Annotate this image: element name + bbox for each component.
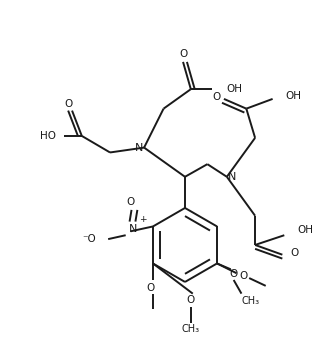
Text: O: O [179,49,187,59]
Text: +: + [139,215,147,224]
Text: ⁻O: ⁻O [83,234,96,244]
Text: O: O [212,92,220,102]
Text: OH: OH [285,91,301,101]
Text: O: O [239,271,247,281]
Text: O: O [290,248,298,258]
Text: OH: OH [297,225,313,235]
Text: O: O [230,269,238,279]
Text: O: O [127,197,135,207]
Text: O: O [64,99,72,109]
Text: CH₃: CH₃ [241,296,260,307]
Text: O: O [146,283,154,293]
Text: CH₃: CH₃ [182,324,200,334]
Text: N: N [129,224,138,234]
Text: O: O [187,295,195,306]
Text: N: N [228,172,236,182]
Text: HO: HO [41,131,57,141]
Text: N: N [135,143,143,152]
Text: OH: OH [226,84,242,94]
